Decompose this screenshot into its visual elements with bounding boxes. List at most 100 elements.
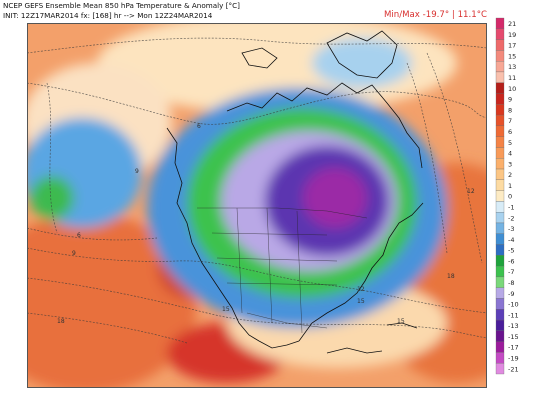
colorbar-tick-label: 10: [508, 85, 516, 93]
contour-line: [426, 52, 483, 264]
colorbar-swatch: [495, 352, 505, 364]
colorbar-tick-label: -11: [508, 311, 519, 319]
colorbar-swatch: [495, 17, 505, 29]
colorbar-tick-label: -4: [508, 236, 514, 244]
colorbar-tick-label: -15: [508, 333, 519, 341]
colorbar-tick-label: 7: [508, 117, 512, 125]
colorbar-swatch: [495, 114, 505, 127]
colorbar-tick-label: -8: [508, 279, 514, 287]
colorbar-tick-label: 21: [508, 20, 516, 28]
coastline: [298, 202, 424, 342]
colorbar-tick-label: 0: [508, 193, 512, 201]
colorbar-tick-label: 15: [508, 52, 516, 60]
colorbar-swatch: [495, 287, 505, 299]
border-line: [296, 210, 303, 334]
coastline: [166, 127, 300, 349]
colorbar-swatch: [495, 147, 505, 159]
contour-label: 6: [77, 232, 81, 239]
colorbar-tick-label: 8: [508, 106, 512, 114]
colorbar-swatch: [495, 158, 505, 170]
colorbar-swatch: [495, 233, 505, 245]
contour-line: [27, 37, 487, 54]
colorbar-swatch: [495, 201, 505, 213]
minmax-separator: |: [451, 10, 455, 20]
contour-label: 12: [357, 286, 365, 293]
colorbar-tick-label: 9: [508, 96, 512, 104]
colorbar-swatch: [495, 222, 505, 234]
chart-title: NCEP GEFS Ensemble Mean 850 hPa Temperat…: [3, 1, 240, 10]
colorbar-swatch: [495, 265, 505, 278]
colorbar-swatch: [495, 276, 505, 288]
colorbar-swatch: [495, 212, 505, 224]
border-line: [266, 207, 273, 324]
min-max-label: Min/Max: [383, 10, 420, 20]
warm-pacific-anomaly: [27, 213, 197, 388]
contour-line: [27, 312, 188, 344]
border-line: [236, 207, 243, 314]
border-line: [211, 232, 328, 236]
colorbar-swatch: [495, 28, 505, 40]
colorbar-swatch: [495, 168, 505, 180]
colorbar-swatch: [495, 298, 505, 310]
contour-label: 15: [397, 318, 405, 325]
colorbar-swatch: [495, 71, 505, 83]
coastline: [326, 30, 398, 79]
colorbar-tick-label: -17: [508, 344, 519, 352]
border-line: [226, 282, 338, 286]
colorbar-tick-label: 2: [508, 171, 512, 179]
colorbar-tick-label: -7: [508, 268, 514, 276]
contour-label: 6: [197, 123, 201, 130]
contour-label: 18: [447, 273, 455, 280]
colorbar-tick-label: 5: [508, 139, 512, 147]
max-value: 11.1°C: [457, 10, 487, 20]
colorbar-tick-label: -9: [508, 290, 514, 298]
colorbar-swatch: [495, 82, 505, 94]
colorbar-swatch: [495, 330, 505, 342]
colorbar-tick-label: 3: [508, 160, 512, 168]
contour-label: 18: [57, 318, 65, 325]
coastline: [226, 82, 423, 169]
colorbar-swatch: [495, 61, 505, 73]
contour-line: [406, 62, 448, 254]
colorbar-tick-label: 17: [508, 42, 516, 50]
contour-label: 15: [222, 306, 230, 313]
colorbar-swatch: [495, 125, 505, 137]
contour-label: 15: [357, 298, 365, 305]
colorbar-swatch: [495, 39, 505, 51]
colorbar-tick-label: -1: [508, 203, 514, 211]
colorbar-tick-label: -19: [508, 355, 519, 363]
min-max-readout: Min/Max -19.7° | 11.1°C: [384, 10, 487, 20]
cold-pacific-green: [30, 176, 74, 220]
contour-label: 9: [135, 168, 139, 175]
temperature-anomaly-map: 9 6 6 9 12 15 15 18 12 15 18: [27, 23, 487, 388]
contour-line: [27, 277, 487, 339]
colorbar-swatch: [495, 190, 505, 202]
colorbar-swatch: [495, 341, 505, 353]
colorbar-swatch: [495, 93, 505, 105]
colorbar-tick-label: 19: [508, 31, 516, 39]
colorbar-tick-label: -6: [508, 257, 514, 265]
colorbar-swatch: [495, 319, 505, 331]
contour-line: [46, 82, 58, 234]
coastline: [326, 347, 383, 354]
colorbar-swatch: [495, 50, 505, 62]
min-value: -19.7°: [422, 10, 450, 20]
colorbar-tick-label: -3: [508, 225, 514, 233]
contour-line: [27, 82, 487, 125]
colorbar-tick-label: 1: [508, 182, 512, 190]
colorbar-tick-label: 6: [508, 128, 512, 136]
colorbar-swatch: [495, 309, 505, 321]
colorbar-tick-label: 11: [508, 74, 516, 82]
colorbar-tick-label: -2: [508, 214, 514, 222]
colorbar-swatch: [495, 104, 505, 116]
colorbar-tick-label: -13: [508, 322, 519, 330]
coastline: [241, 47, 278, 69]
coastline: [386, 322, 418, 329]
colorbar-swatch: [495, 363, 505, 375]
colorbar-swatch: [495, 179, 505, 191]
colorbar-swatch: [495, 255, 505, 267]
colorbar-tick-label: 4: [508, 150, 512, 158]
border-line: [246, 312, 328, 329]
colorbar-swatch: [495, 136, 505, 148]
contour-label: 9: [72, 250, 76, 257]
